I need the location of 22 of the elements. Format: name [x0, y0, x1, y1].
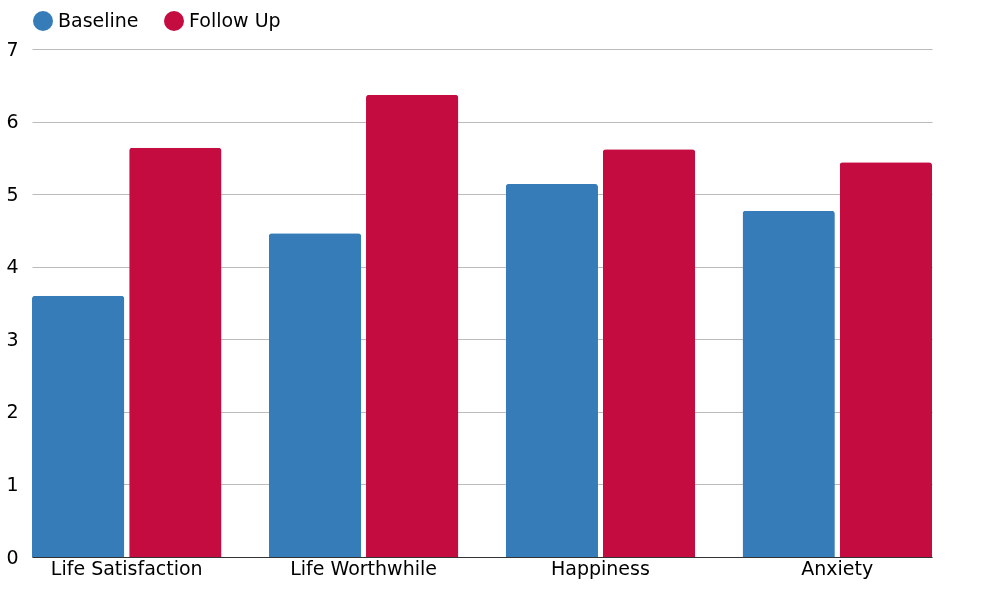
- x-tick-label: Anxiety: [801, 556, 874, 579]
- bar: [505, 183, 598, 557]
- bar: [602, 149, 696, 557]
- legend-label: Baseline: [58, 9, 139, 31]
- bar: [839, 162, 932, 557]
- y-tick-label: 3: [6, 327, 19, 350]
- bar: [742, 210, 835, 557]
- bar: [32, 295, 125, 557]
- y-tick-label: 5: [6, 182, 19, 205]
- x-tick-label: Life Worthwhile: [290, 556, 437, 579]
- bar: [268, 233, 362, 557]
- x-tick-label: Life Satisfaction: [50, 556, 203, 579]
- y-tick-label: 2: [6, 400, 19, 423]
- y-tick-label: 4: [6, 255, 19, 278]
- y-tick-label: 0: [6, 545, 19, 568]
- y-tick-label: 6: [6, 110, 19, 133]
- y-tick-label: 7: [6, 37, 19, 60]
- y-tick-label: 1: [6, 472, 19, 495]
- x-tick-label: Happiness: [550, 556, 650, 579]
- bar: [129, 147, 222, 557]
- legend-label: Follow Up: [189, 9, 281, 31]
- bar: [366, 94, 459, 557]
